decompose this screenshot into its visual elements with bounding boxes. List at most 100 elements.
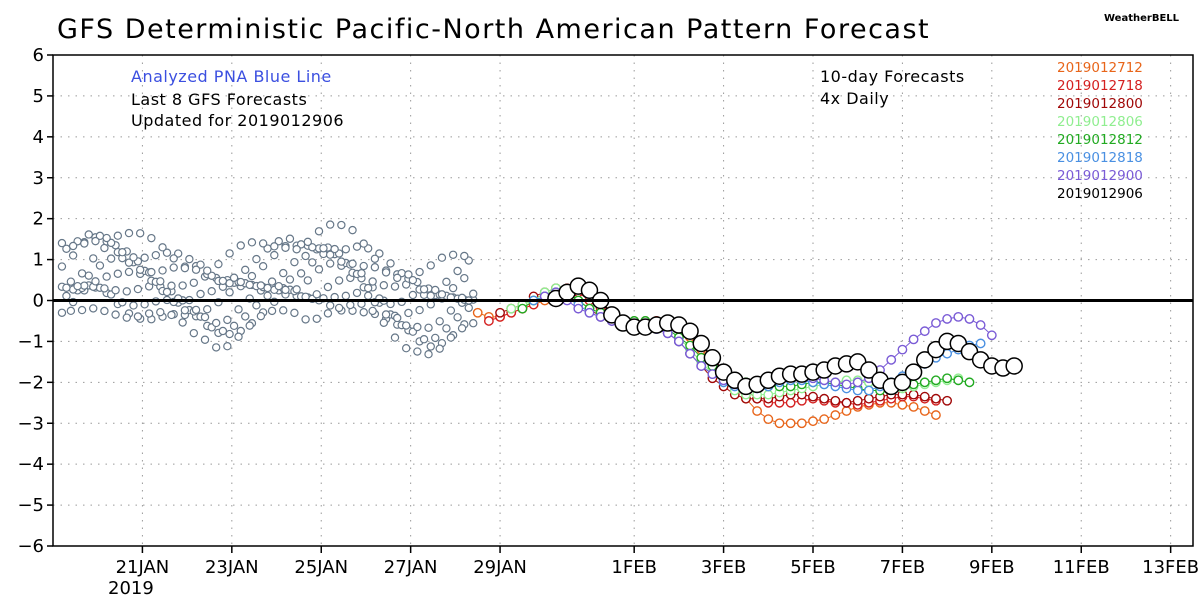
analyzed-point — [178, 318, 187, 327]
series-point — [942, 314, 953, 324]
analyzed-point — [415, 267, 424, 277]
legend-entry: 2019012712 — [1057, 60, 1143, 76]
analyzed-point — [337, 257, 346, 266]
analyzed-point — [448, 283, 458, 293]
analyzed-point — [258, 239, 268, 248]
x-tick-label: 11FEB — [1053, 557, 1110, 578]
analyzed-point — [158, 243, 167, 252]
analyzed-point — [437, 290, 447, 299]
analyzed-point — [408, 290, 418, 300]
analyzed-point — [267, 306, 277, 316]
series-point — [919, 406, 930, 416]
analyzed-point — [323, 309, 333, 318]
series-point — [953, 375, 964, 386]
analyzed-point — [225, 288, 234, 297]
analyzed-point — [102, 272, 111, 281]
series-point — [692, 334, 710, 353]
series-point — [897, 344, 908, 355]
analyzed-point — [167, 310, 176, 320]
analyzed-point — [147, 233, 156, 243]
series-point — [904, 363, 923, 381]
analyzed-point — [314, 265, 324, 274]
analyzed-point — [279, 268, 288, 278]
analyzed-point — [274, 281, 283, 291]
analyzed-point — [285, 275, 295, 284]
analyzed-point — [290, 308, 299, 318]
chart-title: GFS Deterministic Pacific-North American… — [57, 14, 930, 45]
analyzed-point — [401, 321, 411, 330]
series-point — [852, 385, 863, 396]
analyzed-point — [158, 266, 167, 275]
forecast-series — [472, 277, 1023, 429]
analyzed-point — [437, 253, 447, 262]
analyzed-point — [203, 266, 212, 275]
series-point — [752, 406, 763, 416]
analyzed-point — [314, 227, 324, 236]
x-tick-label: 29JAN — [473, 557, 527, 578]
brand-label: WeatherBELL — [1104, 13, 1180, 24]
series-point — [897, 399, 908, 410]
y-tick-label: −1 — [17, 331, 44, 352]
series-point — [975, 338, 986, 349]
analyzed-point — [241, 265, 250, 275]
analyzed-point — [196, 289, 205, 299]
analyzed-point — [379, 281, 389, 290]
analyzed-point — [118, 248, 127, 257]
analyzed-point — [57, 262, 67, 271]
series-point — [863, 385, 874, 396]
analyzed-point — [256, 281, 266, 290]
analyzed-point — [180, 263, 190, 273]
analyzed-point — [325, 259, 335, 268]
analyzed-point — [229, 273, 239, 282]
series-point — [573, 303, 584, 314]
analyzed-point — [281, 285, 290, 295]
analyzed-point — [167, 281, 176, 290]
analyzed-point — [156, 277, 165, 286]
analyzed-point — [341, 245, 351, 254]
analyzed-point — [341, 291, 351, 301]
x-tick-label: 1FEB — [611, 557, 657, 578]
analyzed-point — [169, 263, 178, 272]
series-point — [506, 303, 517, 314]
analyzed-point — [390, 282, 400, 291]
x-tick-label: 25JAN — [294, 557, 348, 578]
series-point — [975, 320, 986, 330]
analyzed-point — [363, 291, 373, 300]
x-axis-ticks: 21JAN 23JAN 25JAN 27JAN 29JAN 1FEB 3FEB 5FEB 7FE… — [116, 546, 1199, 578]
series-point — [819, 393, 830, 404]
series-point — [495, 307, 505, 318]
analyzed-point — [352, 242, 362, 251]
analyzed-point — [346, 300, 355, 310]
series-point — [986, 330, 997, 341]
analyzed-point — [247, 238, 257, 247]
analyzed-point — [223, 341, 232, 351]
analyzed-point — [393, 273, 402, 283]
analyzed-point — [469, 289, 478, 298]
analyzed-point — [258, 262, 268, 271]
series-point — [908, 389, 919, 400]
series-point — [841, 379, 852, 390]
series-point — [942, 373, 953, 384]
series-point — [796, 418, 807, 429]
analyzed-point — [68, 251, 78, 260]
y-tick-label: 3 — [33, 168, 44, 189]
analyzed-point — [292, 245, 301, 254]
legend-entry: 2019012818 — [1057, 150, 1143, 166]
analyzed-point — [91, 277, 100, 286]
analyzed-point — [381, 310, 391, 319]
analyzed-point — [77, 269, 87, 278]
analyzed-point — [386, 259, 395, 268]
series-2019012906 — [547, 277, 1023, 396]
x-tick-label: 3FEB — [701, 557, 747, 578]
analyzed-point — [419, 285, 429, 294]
analyzed-point — [124, 258, 134, 267]
analyzed-point — [91, 236, 100, 246]
analyzed-point — [124, 228, 134, 238]
analyzed-point — [62, 291, 71, 301]
analyzed-point — [178, 281, 187, 290]
x-tick-label: 9FEB — [969, 557, 1015, 578]
analyzed-point — [229, 321, 239, 331]
analyzed-point — [124, 267, 134, 277]
analyzed-point — [303, 237, 313, 247]
